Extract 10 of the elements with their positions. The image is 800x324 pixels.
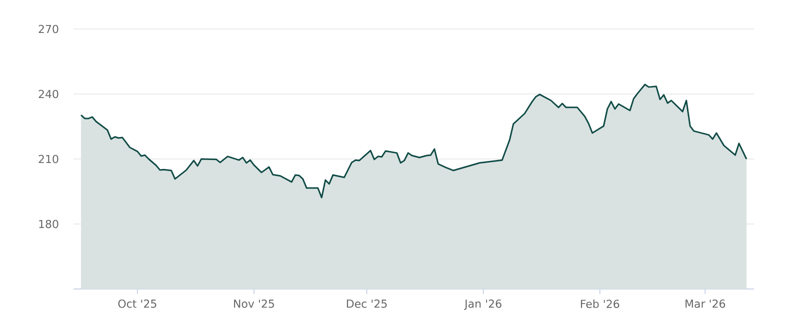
x-tick-label: Mar '26 — [686, 300, 726, 308]
y-tick-label: 240 — [38, 90, 58, 98]
x-tick-label: Nov '25 — [234, 300, 274, 308]
y-tick-label: 180 — [39, 220, 58, 228]
x-tick-label: Feb '26 — [580, 300, 620, 308]
y-tick-label: 270 — [38, 24, 58, 34]
x-tick-label: Jan '26 — [464, 300, 502, 310]
x-tick-label: Oct '25 — [118, 300, 156, 308]
x-tick-label: Dec '25 — [346, 300, 387, 308]
y-tick-label: 210 — [38, 154, 58, 164]
